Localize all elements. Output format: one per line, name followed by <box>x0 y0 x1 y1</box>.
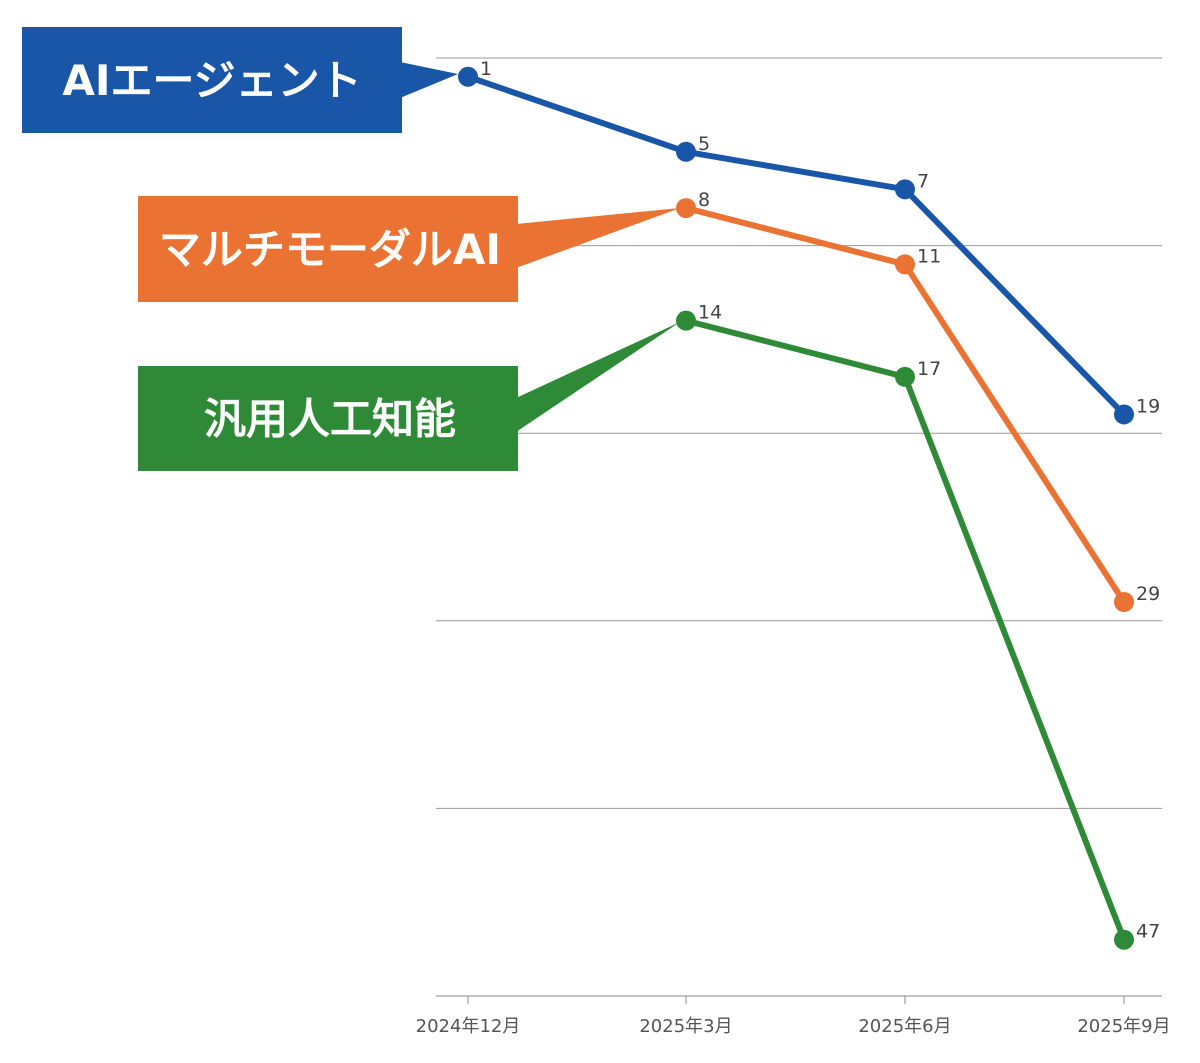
legend-pointer <box>516 322 680 432</box>
x-tick-label: 2025年9月 <box>1077 1016 1170 1037</box>
x-tick-label: 2024年12月 <box>416 1016 521 1037</box>
data-label: 5 <box>698 133 710 155</box>
data-point <box>1114 592 1134 613</box>
legend-pointer <box>400 62 458 98</box>
legend-box <box>22 27 402 133</box>
data-label: 47 <box>1136 921 1160 943</box>
data-point <box>676 310 696 331</box>
data-point <box>458 66 478 87</box>
series-1: 8 11 29 マルチモーダルAI <box>138 189 1160 613</box>
data-point <box>895 254 915 275</box>
legend-pointer <box>516 208 680 268</box>
data-label: 29 <box>1136 583 1160 605</box>
data-point <box>1114 404 1134 425</box>
series-label: 汎用人工知能 <box>204 395 456 444</box>
data-point <box>895 179 915 200</box>
data-label: 7 <box>917 170 929 192</box>
series-line <box>685 317 1127 941</box>
data-label: 19 <box>1136 395 1160 417</box>
data-point <box>895 366 915 387</box>
data-point <box>676 198 696 219</box>
data-label: 11 <box>917 245 941 267</box>
series-label: マルチモーダルAI <box>159 225 501 274</box>
data-label: 1 <box>480 58 492 80</box>
legend-box <box>138 196 518 302</box>
series-line <box>467 73 1127 417</box>
series-0: 1 5 7 19 AIエージェント <box>22 27 1160 425</box>
data-point <box>1114 929 1134 950</box>
data-label: 14 <box>698 302 722 324</box>
series-label: AIエージェント <box>62 56 361 105</box>
data-point <box>676 141 696 162</box>
legend-box <box>138 366 518 471</box>
series-2: 14 17 47 汎用人工知能 <box>138 302 1160 950</box>
data-label: 8 <box>698 189 710 211</box>
data-label: 17 <box>917 358 941 380</box>
x-tick-label: 2025年3月 <box>639 1016 732 1037</box>
x-tick-label: 2025年6月 <box>858 1016 951 1037</box>
